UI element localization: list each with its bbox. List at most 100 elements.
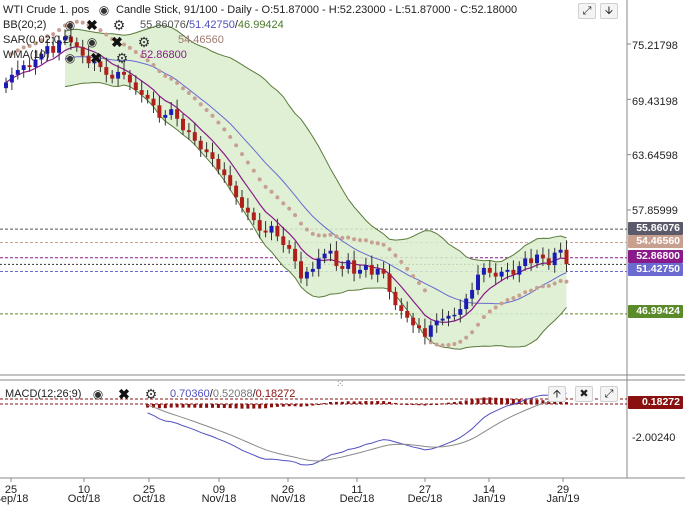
sar-dot [39, 38, 44, 43]
candle-body [558, 249, 563, 253]
macd-histogram-bar [281, 404, 285, 407]
sar-dot [304, 227, 309, 232]
eye-icon[interactable]: ◉ [64, 51, 76, 65]
candle-body [505, 269, 510, 272]
expand-icon[interactable]: ⤢ [600, 386, 618, 402]
macd-histogram-bar [535, 399, 539, 404]
sar-dot [417, 281, 421, 286]
macd-histogram-bar [258, 404, 262, 409]
candle-body [552, 252, 557, 266]
panel-resize-handle: ⁙ [336, 379, 344, 390]
candle-body [33, 59, 38, 68]
sar-dot [204, 107, 209, 112]
gear-icon[interactable]: ⚙ [115, 50, 129, 66]
macd-histogram-bar [287, 404, 291, 407]
sar-price-label: 54.46560 [628, 235, 683, 248]
macd-price-label: 0.18272 [628, 396, 683, 409]
candle-body [316, 258, 321, 269]
candle-body [175, 109, 180, 119]
sar-dot [198, 102, 203, 107]
candle-body [222, 169, 227, 176]
candle-body [405, 310, 410, 318]
macd-histogram-bar [470, 399, 474, 404]
sar-dot [68, 20, 73, 25]
arrow-up-icon[interactable]: 🡩 [548, 386, 566, 402]
sar-dot [57, 28, 62, 33]
sar-dot [540, 284, 545, 289]
bb-lower-value: 46.99424 [237, 19, 284, 31]
close-icon[interactable]: ✖ [111, 34, 123, 50]
bollinger-mid-line [64, 56, 567, 305]
candle-body [234, 185, 239, 198]
eye-icon[interactable]: ◉ [98, 3, 110, 17]
close-icon[interactable]: ✖ [118, 386, 130, 402]
sar-dot [104, 32, 109, 37]
macd-histogram-bar [376, 401, 380, 404]
candle-body [381, 268, 386, 274]
sar-dot [393, 253, 398, 258]
candle-body [133, 82, 138, 91]
macd-histogram-bar [358, 401, 362, 404]
sar-dot [428, 340, 433, 345]
arrow-down-icon[interactable]: 🡫 [600, 3, 618, 19]
sar-dot [487, 309, 492, 314]
macd-histogram-bar [388, 401, 391, 404]
macd-histogram-bar [435, 404, 439, 405]
sar-dot [558, 279, 563, 284]
candle-body [228, 175, 233, 186]
sar-dot [340, 235, 345, 240]
x-tick-month: Nov/18 [202, 493, 237, 505]
candle-body [57, 40, 62, 53]
x-tick-month: Jan/19 [546, 493, 579, 505]
bb-upper-price-label: 55.86076 [628, 222, 683, 235]
macd-histogram-bar [216, 404, 220, 408]
close-icon[interactable]: ✖ [90, 50, 102, 66]
eye-icon[interactable]: ◉ [92, 387, 104, 401]
macd-histogram-bar [494, 397, 498, 404]
sar-label: SAR(0,02;0,2) [3, 34, 73, 46]
x-tick-day: 26 [282, 484, 294, 496]
close-icon[interactable]: ✖ [86, 17, 98, 33]
candle-body [192, 132, 197, 141]
macd-histogram-bar [252, 404, 256, 409]
eye-icon[interactable]: ◉ [86, 35, 98, 49]
sar-dot [511, 296, 516, 301]
bollinger-upper-line [64, 24, 567, 263]
sar-dot [133, 49, 138, 54]
macd-histogram-bar [447, 402, 450, 404]
close-icon[interactable]: ✖ [575, 386, 593, 402]
expand-icon[interactable]: ⤢ [578, 3, 596, 19]
sar-dot [110, 36, 115, 41]
macd-histogram-bar [152, 404, 155, 408]
candle-body [127, 74, 132, 83]
sar-dot [369, 240, 374, 245]
sar-dot [122, 42, 126, 47]
x-tick-day: 25 [143, 484, 155, 496]
macd-histogram-bar [511, 398, 515, 404]
sar-dot [381, 242, 386, 247]
candle-body [358, 269, 362, 274]
macd-histogram-bar [317, 404, 321, 405]
gear-icon[interactable]: ⚙ [144, 386, 158, 402]
sar-dot [45, 34, 50, 39]
candle-body [139, 90, 144, 95]
gear-icon[interactable]: ⚙ [112, 17, 126, 33]
sar-dot [399, 259, 404, 264]
sar-dot [63, 23, 67, 28]
candle-body [80, 47, 85, 56]
sar-dot [240, 152, 244, 157]
eye-icon[interactable]: ◉ [64, 18, 76, 32]
sar-dot [269, 189, 274, 194]
macd-histogram-bar [329, 402, 332, 404]
sar-value: 54.46560 [178, 34, 224, 46]
macd-histogram-bar [228, 404, 232, 409]
sar-dot [446, 342, 451, 347]
sar-dot [293, 213, 298, 218]
candle-body [393, 291, 398, 306]
macd-histogram-bar [163, 404, 167, 409]
gear-icon[interactable]: ⚙ [137, 34, 151, 50]
bollinger-band-fill [65, 25, 567, 350]
macd-histogram-bar [146, 404, 150, 408]
sar-dot [116, 39, 121, 44]
